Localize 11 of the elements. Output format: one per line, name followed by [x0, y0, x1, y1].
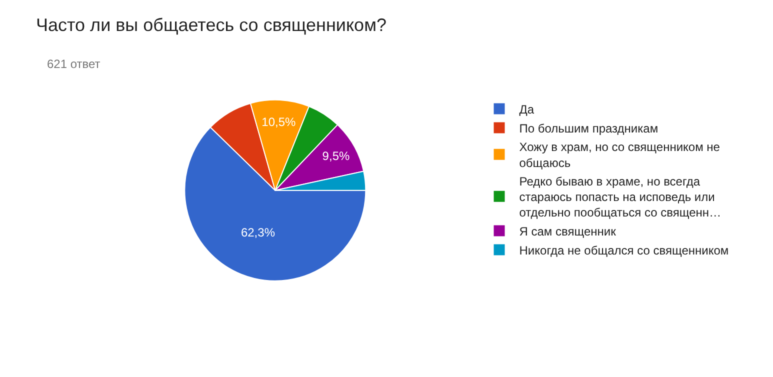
legend-label: Никогда не общался со священником [519, 243, 729, 258]
data-label: 10,5% [262, 115, 296, 130]
chart-title: Часто ли вы общаетесь со священником? [36, 15, 386, 35]
legend-label: Редко бываю в храме, но всегда стараюсь попасть на исповедь или отдельно пообщаться со священн… [519, 174, 722, 220]
legend-label: По большим праздникам [519, 121, 658, 136]
text: 621 ответ [47, 57, 101, 71]
legend-label: Хожу в храм, но со священником не общаюсь [519, 140, 720, 170]
data-label: 9,5% [322, 149, 350, 164]
legend-label: Я сам священник [519, 224, 617, 238]
legend-label: Да [519, 102, 534, 116]
data-label: 62,3% [240, 225, 276, 240]
